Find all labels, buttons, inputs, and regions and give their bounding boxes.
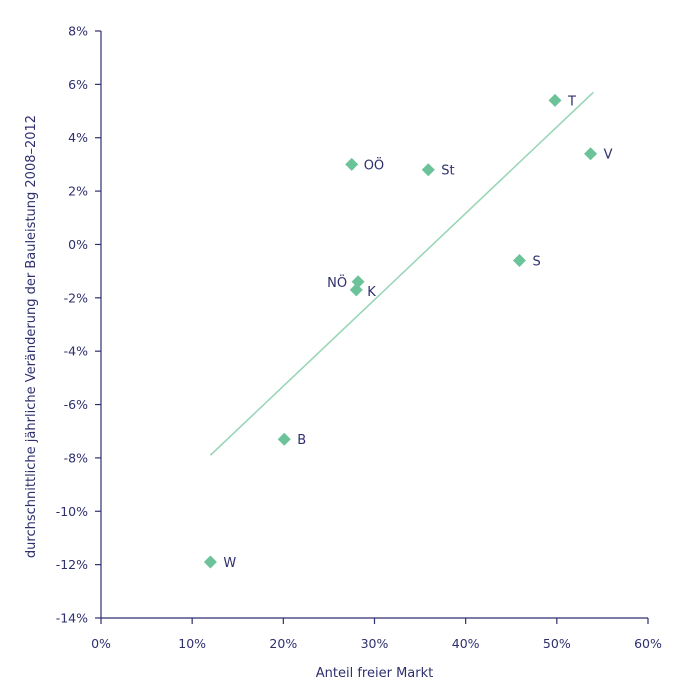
y-tick-label: 6% xyxy=(68,77,88,92)
point-label-oö: OÖ xyxy=(364,156,384,173)
y-tick-label: -8% xyxy=(64,450,88,465)
point-label-v: V xyxy=(604,148,613,163)
y-axis-title: durchschnittliche jährliche Veränderung … xyxy=(24,115,39,558)
y-tick-label: 0% xyxy=(68,237,88,252)
x-axis-title: Anteil freier Markt xyxy=(316,666,433,681)
data-points: W B NÖ K OÖ St S T V xyxy=(203,93,613,571)
data-point-t xyxy=(548,93,562,107)
point-label-b: B xyxy=(297,433,306,448)
x-tick-label: 20% xyxy=(269,636,297,651)
data-point-w xyxy=(203,555,217,569)
x-tick-label: 10% xyxy=(178,636,206,651)
point-label-s: S xyxy=(532,254,540,269)
trendline xyxy=(209,91,594,456)
point-label-t: T xyxy=(567,94,576,109)
x-tick-label: 60% xyxy=(634,636,662,651)
y-tick-label: 8% xyxy=(68,24,88,39)
data-point-oö xyxy=(345,157,359,171)
data-point-b xyxy=(277,432,291,446)
y-tick-label: -10% xyxy=(56,504,88,519)
y-tick-label: -12% xyxy=(56,557,88,572)
trendline-layer xyxy=(209,91,594,456)
point-label-w: W xyxy=(223,556,236,571)
data-point-s xyxy=(512,253,526,267)
y-tick-label: 2% xyxy=(68,184,88,199)
x-tick-label: 40% xyxy=(452,636,480,651)
y-tick-label: 4% xyxy=(68,130,88,145)
data-point-st xyxy=(421,163,435,177)
point-label-st: St xyxy=(441,164,454,179)
x-tick-label: 50% xyxy=(543,636,571,651)
data-point-k xyxy=(349,283,363,297)
data-point-v xyxy=(584,147,598,161)
axes: 8%6%4%2%0%-2%-4%-6%-8%-10%-12%-14%0% 10% 2… xyxy=(56,24,662,652)
x-tick-label: 30% xyxy=(361,636,389,651)
point-label-nö: NÖ xyxy=(327,274,347,291)
point-label-k: K xyxy=(367,285,376,300)
y-tick-label: -4% xyxy=(64,344,88,359)
x-tick-label: 0% xyxy=(91,636,111,651)
y-tick-label: -6% xyxy=(64,397,88,412)
y-tick-label: -2% xyxy=(64,290,88,305)
y-tick-label: -14% xyxy=(56,611,88,626)
